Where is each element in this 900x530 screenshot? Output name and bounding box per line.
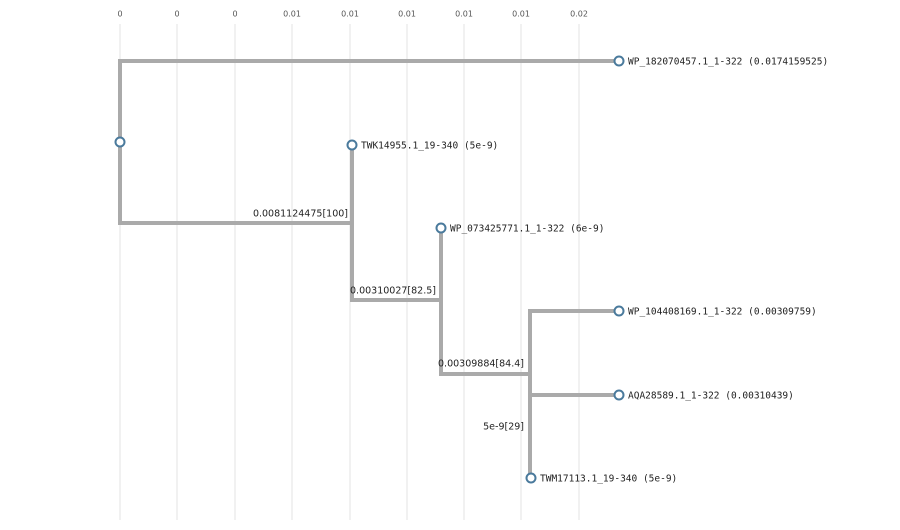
branch-labels: 0.0081124475[100] 0.00310027[82.5] 0.003… — [253, 209, 524, 433]
leaf-label: AQA28589.1_1-322 (0.00310439) — [628, 391, 794, 402]
nodes — [114, 55, 625, 484]
leaf-node[interactable] — [613, 305, 625, 317]
branch — [528, 309, 619, 478]
leaf-node[interactable] — [525, 472, 537, 484]
leaf-label: WP_073425771.1_1-322 (6e-9) — [450, 224, 604, 235]
leaf-label: WP_104408169.1_1-322 (0.00309759) — [628, 307, 817, 318]
leaf-node[interactable] — [613, 55, 625, 67]
leaf-node[interactable] — [346, 139, 358, 151]
leaf-label: WP_182070457.1_1-322 (0.0174159525) — [628, 57, 828, 68]
axis-label: 0.02 — [570, 10, 588, 19]
axis-label: 0.01 — [283, 10, 301, 19]
leaf-label: TWK14955.1_19-340 (5e-9) — [361, 141, 498, 152]
branches — [118, 59, 619, 478]
root-node[interactable] — [114, 136, 126, 148]
branch-label: 0.00309884[84.4] — [438, 359, 524, 370]
branch — [350, 145, 441, 302]
branch — [439, 228, 530, 376]
axis-label: 0 — [174, 10, 179, 19]
axis-label: 0.01 — [398, 10, 416, 19]
branch-label: 5e-9[29] — [483, 422, 524, 433]
axis-label: 0 — [117, 10, 122, 19]
axis-label: 0 — [232, 10, 237, 19]
leaf-label: TWM17113.1_19-340 (5e-9) — [540, 474, 677, 485]
grid — [119, 24, 580, 520]
axis-labels: 0 0 0 0.01 0.01 0.01 0.01 0.01 0.02 — [117, 10, 587, 19]
branch-label: 0.00310027[82.5] — [350, 286, 436, 297]
leaf-labels: WP_182070457.1_1-322 (0.0174159525) TWK1… — [361, 57, 828, 485]
leaf-node[interactable] — [613, 389, 625, 401]
axis-label: 0.01 — [341, 10, 359, 19]
axis-label: 0.01 — [455, 10, 473, 19]
axis-label: 0.01 — [512, 10, 530, 19]
leaf-node[interactable] — [435, 222, 447, 234]
branch-label: 0.0081124475[100] — [253, 209, 348, 220]
